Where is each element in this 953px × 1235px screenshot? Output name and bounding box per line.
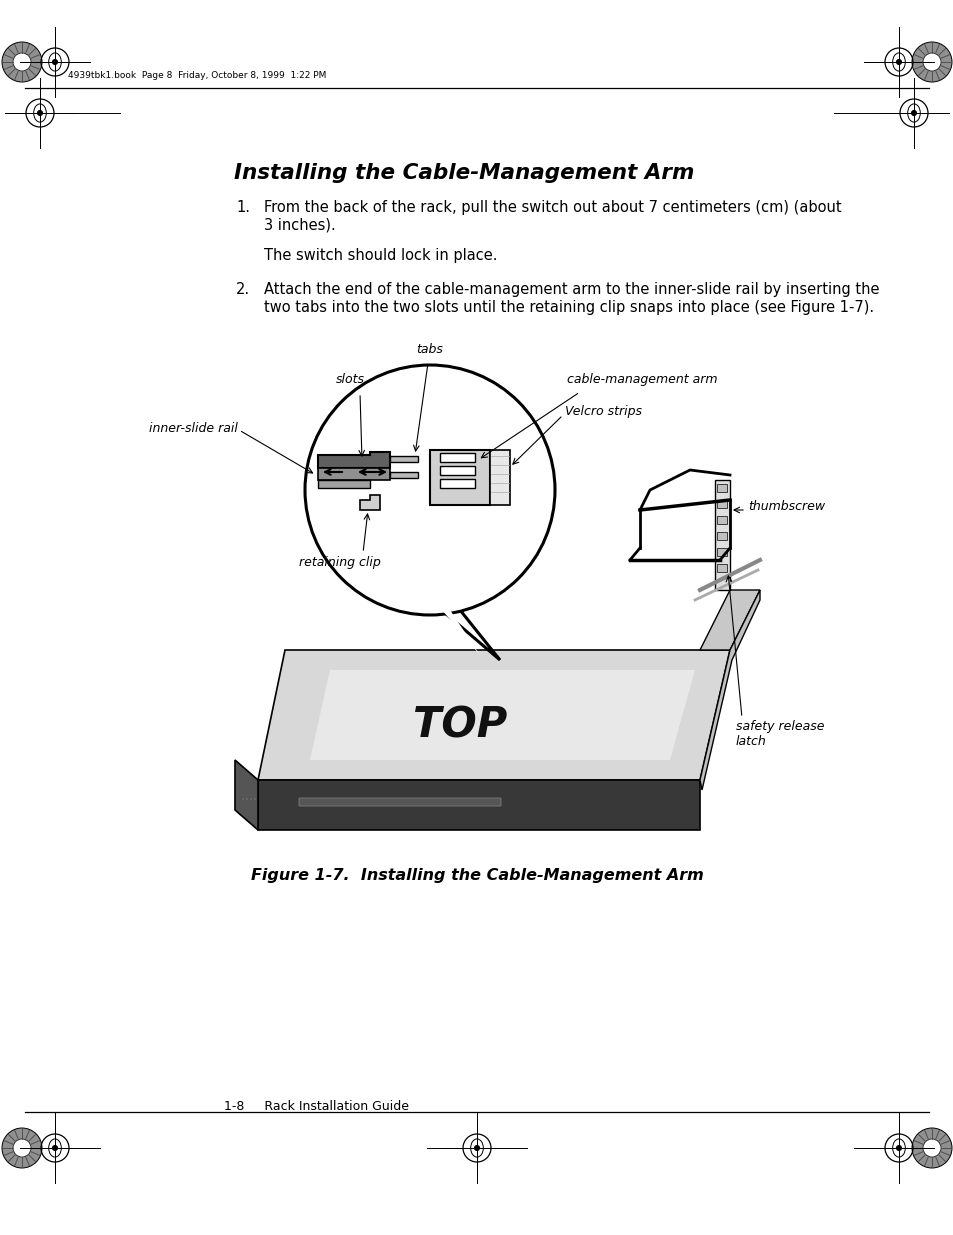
Circle shape [51,1145,58,1151]
Text: 1.: 1. [235,200,250,215]
Circle shape [895,1145,902,1151]
Text: The switch should lock in place.: The switch should lock in place. [264,248,497,263]
Polygon shape [257,650,729,781]
Polygon shape [390,472,417,478]
Bar [717,548,726,556]
Text: inner-slide rail: inner-slide rail [149,421,237,435]
Bar [717,516,726,524]
Text: TOP: TOP [413,705,507,747]
Polygon shape [700,590,760,790]
Circle shape [13,53,30,70]
Bar [439,466,475,475]
Bar [717,532,726,540]
Polygon shape [359,495,379,510]
Bar [717,484,726,492]
Text: retaining clip: retaining clip [299,556,380,569]
Text: slots: slots [335,373,364,387]
Circle shape [923,53,940,70]
Polygon shape [317,480,370,488]
Polygon shape [257,781,700,830]
Text: From the back of the rack, pull the switch out about 7 centimeters (cm) (about: From the back of the rack, pull the swit… [264,200,841,215]
Text: tabs: tabs [416,343,443,356]
Circle shape [13,1139,30,1157]
Text: Attach the end of the cable-management arm to the inner-slide rail by inserting : Attach the end of the cable-management a… [264,282,879,296]
Circle shape [474,1145,479,1151]
Text: thumbscrew: thumbscrew [747,500,824,514]
Circle shape [37,110,43,116]
Bar [246,798,248,800]
Circle shape [2,42,42,82]
Circle shape [51,59,58,65]
Polygon shape [490,450,510,505]
Text: Figure 1-7.  Installing the Cable-Management Arm: Figure 1-7. Installing the Cable-Managem… [251,868,702,883]
Text: safety release
latch: safety release latch [735,720,823,748]
Circle shape [911,1128,951,1168]
Text: Velcro strips: Velcro strips [564,405,641,419]
Bar [439,453,475,462]
Polygon shape [444,610,499,659]
Bar [439,479,475,488]
Circle shape [911,42,951,82]
Bar [250,798,252,800]
Text: 2.: 2. [235,282,250,296]
Text: Installing the Cable-Management Arm: Installing the Cable-Management Arm [233,163,694,183]
Polygon shape [441,606,479,655]
Bar [717,500,726,508]
Circle shape [305,366,555,615]
Text: cable-management arm: cable-management arm [566,373,717,387]
Circle shape [2,1128,42,1168]
Polygon shape [310,671,695,760]
Polygon shape [317,452,390,468]
Text: 4939tbk1.book  Page 8  Friday, October 8, 1999  1:22 PM: 4939tbk1.book Page 8 Friday, October 8, … [68,70,326,79]
Polygon shape [390,456,417,462]
Text: 3 inches).: 3 inches). [264,219,335,233]
Text: 1-8     Rack Installation Guide: 1-8 Rack Installation Guide [224,1100,409,1113]
Polygon shape [430,450,490,505]
Bar [717,564,726,572]
Bar [253,798,255,800]
Polygon shape [234,760,257,830]
Polygon shape [714,480,729,590]
Bar [242,798,244,800]
Circle shape [910,110,916,116]
Polygon shape [700,590,760,650]
Circle shape [923,1139,940,1157]
Circle shape [895,59,902,65]
Text: two tabs into the two slots until the retaining clip snaps into place (see Figur: two tabs into the two slots until the re… [264,300,873,315]
FancyBboxPatch shape [298,798,500,806]
Polygon shape [317,468,390,480]
